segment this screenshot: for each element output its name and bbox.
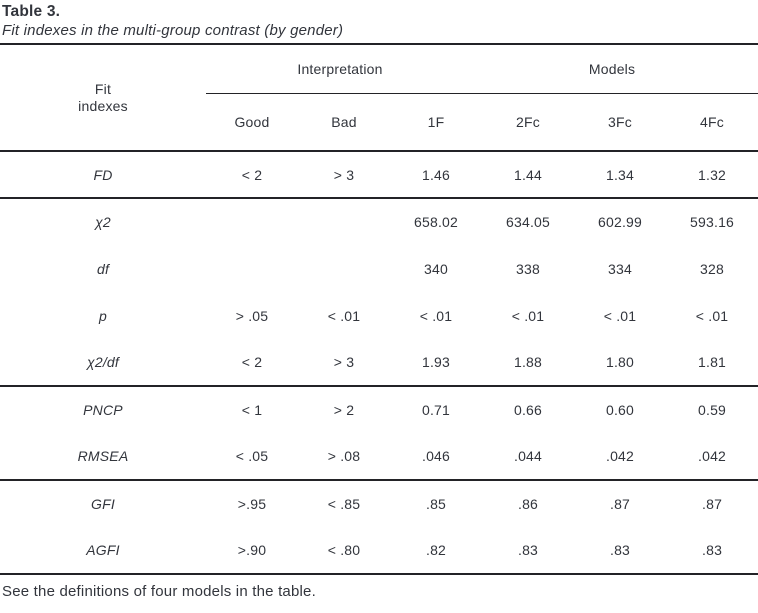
table-cell: < 1 <box>206 385 298 433</box>
interpretation-group-header: Interpretation <box>206 44 391 94</box>
table-cell: 1.44 <box>513 166 543 183</box>
models-label: Models <box>588 60 636 77</box>
table-row-agfi: AGFI >.90 < .80 .82 .83 .83 .83 <box>0 527 758 574</box>
table-cell: 1.80 <box>605 354 635 370</box>
table-cell: 0.71 <box>390 385 483 433</box>
table-cell: > 3 <box>333 166 355 183</box>
models-group-header: Models <box>390 44 758 94</box>
row-label-gfi: GFI <box>0 479 206 527</box>
table-cell: > 3 <box>333 354 355 370</box>
table-cell: >.95 <box>206 479 298 527</box>
table-cell: < 2 <box>241 354 263 370</box>
paper-table-figure: Table 3. Fit indexes in the multi-group … <box>0 3 758 600</box>
table-cell: 1.81 <box>698 354 727 370</box>
table-cell: < .01 <box>327 307 361 324</box>
table-cell: < .85 <box>298 479 391 527</box>
table-cell <box>206 197 298 245</box>
row-label-df: df <box>96 260 110 277</box>
table-row-chi-square-df: χ2/df < 2 > 3 1.93 1.88 1.80 1.81 <box>0 339 758 386</box>
table-cell: 338 <box>516 260 540 277</box>
table-cell: < .01 <box>419 307 453 324</box>
column-header-good: Good <box>206 93 298 152</box>
table-cell: 340 <box>424 260 448 277</box>
interpretation-label: Interpretation <box>297 60 383 77</box>
table-row-gfi: GFI >.95 < .85 .85 .86 .87 .87 <box>0 479 758 527</box>
block-chi-square: χ2 658.02 634.05 602.99 593.16 df 340 33… <box>0 197 758 386</box>
column-header-row: Good Bad 1F 2Fc 3Fc 4Fc <box>0 93 758 152</box>
table-cell: .83 <box>702 542 723 558</box>
table-cell: < 2 <box>241 166 263 183</box>
row-label-chi-square: χ2 <box>0 197 206 245</box>
block-pncp-rmsea: PNCP < 1 > 2 0.71 0.66 0.60 0.59 RMSEA <… <box>0 385 758 480</box>
table-cell: .042 <box>698 448 727 464</box>
table-cell: .87 <box>666 479 758 527</box>
table-cell: 1.93 <box>421 354 451 370</box>
table-cell: 1.88 <box>513 354 543 370</box>
table-cell <box>298 245 390 292</box>
block-gfi-agfi: GFI >.95 < .85 .85 .86 .87 .87 AGFI >.90… <box>0 479 758 574</box>
table-cell: 0.59 <box>666 385 758 433</box>
column-header-4fc: 4Fc <box>666 93 758 152</box>
table-cell: 658.02 <box>390 197 483 245</box>
table-row-fd: FD < 2 > 3 1.46 1.44 1.34 1.32 <box>0 151 758 198</box>
table-cell: 1.46 <box>421 166 451 183</box>
table-footnote: See the definitions of four models in th… <box>2 583 316 600</box>
table-cell: 1.32 <box>698 166 727 183</box>
table-row-p: p > .05 < .01 < .01 < .01 < .01 < .01 <box>0 292 758 339</box>
fit-indexes-table: Fit indexes Interpretation Models Good B… <box>0 43 758 575</box>
table-cell: 0.60 <box>574 385 667 433</box>
table-cell: .85 <box>390 479 483 527</box>
fit-indexes-label: Fit indexes <box>78 80 128 114</box>
table-cell: < .01 <box>695 307 729 324</box>
table-cell: .042 <box>605 448 635 464</box>
table-cell: 602.99 <box>574 197 667 245</box>
table-cell: 634.05 <box>482 197 575 245</box>
table-cell: < .01 <box>603 307 637 324</box>
table-cell: 1.34 <box>605 166 635 183</box>
table-row-df: df 340 338 334 328 <box>0 245 758 292</box>
table-cell: .86 <box>482 479 575 527</box>
row-label-chi-square-df: χ2/df <box>87 354 119 370</box>
table-cell <box>298 197 391 245</box>
table-cell: < .05 <box>235 448 269 464</box>
table-cell: .87 <box>574 479 667 527</box>
table-cell: 334 <box>608 260 632 277</box>
table-cell: < .01 <box>511 307 545 324</box>
column-header-2fc: 2Fc <box>482 93 575 152</box>
table-row-pncp: PNCP < 1 > 2 0.71 0.66 0.60 0.59 <box>0 385 758 433</box>
column-header-1f: 1F <box>390 93 483 152</box>
table-row-rmsea: RMSEA < .05 > .08 .046 .044 .042 .042 <box>0 433 758 480</box>
table-row-chi-square: χ2 658.02 634.05 602.99 593.16 <box>0 197 758 245</box>
table-cell: 328 <box>700 260 725 277</box>
table-cell: .83 <box>609 542 631 558</box>
table-cell <box>206 245 298 292</box>
column-header-3fc: 3Fc <box>574 93 667 152</box>
table-cell: 0.66 <box>482 385 575 433</box>
table-cell: >.90 <box>237 542 267 558</box>
block-fd: FD < 2 > 3 1.46 1.44 1.34 1.32 <box>0 151 758 198</box>
row-label-fd: FD <box>93 166 113 183</box>
table-cell: .044 <box>513 448 543 464</box>
table-cell: > .05 <box>235 307 269 324</box>
table-cell: 593.16 <box>666 197 758 245</box>
row-label-p: p <box>99 307 107 324</box>
column-header-bad: Bad <box>298 93 391 152</box>
table-cell: < .80 <box>327 542 361 558</box>
table-cell: .82 <box>425 542 447 558</box>
table-number: Table 3. <box>2 3 61 20</box>
table-cell: > 2 <box>298 385 391 433</box>
table-cell: > .08 <box>327 448 361 464</box>
table-cell: .83 <box>517 542 539 558</box>
group-header-row: Fit indexes Interpretation Models <box>0 44 758 152</box>
table-caption: Fit indexes in the multi-group contrast … <box>2 22 344 39</box>
row-label-pncp: PNCP <box>0 385 206 433</box>
row-label-rmsea: RMSEA <box>77 448 129 464</box>
fit-indexes-column-header: Fit indexes <box>0 44 206 152</box>
table-cell: .046 <box>421 448 451 464</box>
row-label-agfi: AGFI <box>86 542 120 558</box>
